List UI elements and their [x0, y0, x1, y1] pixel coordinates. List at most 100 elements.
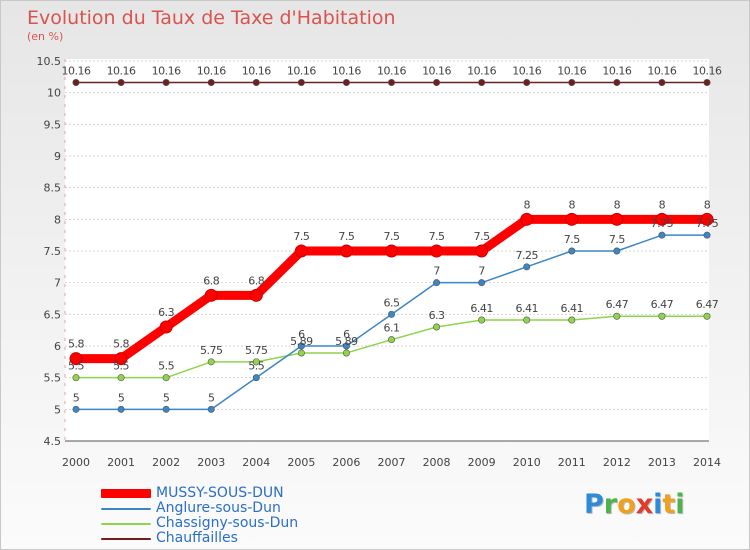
- legend-item-chassigny: Chassigny-sous-Dun: [101, 516, 298, 531]
- data-label: 6.1: [384, 322, 400, 335]
- data-point: [342, 349, 350, 357]
- data-point: [69, 352, 83, 366]
- data-point: [433, 279, 441, 287]
- data-label: 10.16: [197, 65, 226, 78]
- data-label: 8: [569, 198, 576, 211]
- x-tick-label: 2008: [423, 456, 451, 469]
- data-label: 7.5: [474, 230, 490, 243]
- data-label: 10.16: [602, 65, 631, 78]
- data-point: [613, 312, 621, 320]
- data-point: [162, 79, 170, 87]
- data-label: 5.8: [113, 338, 129, 351]
- data-label: 7: [478, 265, 485, 278]
- data-label: 8: [704, 198, 711, 211]
- data-point: [565, 212, 579, 226]
- data-point: [703, 312, 711, 320]
- data-point: [162, 405, 170, 413]
- y-tick-label: 7.5: [44, 245, 62, 258]
- data-label: 5.5: [248, 360, 264, 373]
- data-label: 6.5: [384, 296, 400, 309]
- data-point: [385, 244, 398, 258]
- x-tick-label: 2010: [513, 456, 541, 469]
- data-point: [342, 79, 350, 87]
- data-point: [655, 212, 669, 226]
- x-tick-label: 2003: [197, 456, 225, 469]
- data-label: 6.8: [248, 274, 264, 287]
- series-2: [72, 312, 711, 382]
- data-label: 10.16: [647, 65, 676, 78]
- data-point: [249, 288, 263, 302]
- data-label: 7.75: [696, 217, 719, 230]
- logo-letter: r: [603, 489, 618, 520]
- data-point: [162, 374, 170, 382]
- y-tick-label: 10.5: [37, 55, 62, 68]
- logo-letter: i: [653, 489, 663, 520]
- y-tick-label: 6.5: [44, 308, 62, 321]
- data-label: 10.16: [422, 65, 451, 78]
- legend-label-mussy: MUSSY-SOUS-DUN: [156, 485, 284, 501]
- data-point: [433, 323, 441, 331]
- legend-label-anglure: Anglure-sous-Dun: [156, 500, 281, 516]
- data-label: 10.16: [287, 65, 316, 78]
- x-tick-label: 2011: [558, 456, 586, 469]
- data-point: [613, 247, 621, 255]
- series-1: [72, 231, 711, 413]
- data-label: 10.16: [693, 65, 722, 78]
- data-label: 10.16: [152, 65, 181, 78]
- data-label: 7.5: [429, 230, 445, 243]
- data-label: 10.16: [377, 65, 406, 78]
- data-point: [117, 405, 125, 413]
- logo-letter: x: [635, 489, 654, 520]
- data-label: 10.16: [512, 65, 541, 78]
- data-label: 6.47: [651, 298, 674, 311]
- legend-item-mussy: MUSSY-SOUS-DUN: [101, 486, 298, 501]
- logo-letter: t: [662, 489, 676, 520]
- legend-swatch-mussy: [101, 489, 151, 498]
- data-label: 10.16: [107, 65, 136, 78]
- x-tick-label: 2007: [378, 456, 406, 469]
- x-tick-label: 2002: [152, 456, 180, 469]
- data-label: 6.41: [561, 302, 584, 315]
- data-point: [117, 79, 125, 87]
- data-label: 7: [433, 265, 440, 278]
- data-label: 7.75: [651, 217, 674, 230]
- data-point: [387, 310, 395, 318]
- data-point: [342, 342, 350, 350]
- data-point: [658, 79, 666, 87]
- data-point: [430, 244, 444, 258]
- data-point: [114, 352, 128, 366]
- data-point: [703, 231, 711, 239]
- data-point: [207, 405, 215, 413]
- legend-item-anglure: Anglure-sous-Dun: [101, 501, 298, 516]
- proxiti-logo: Proxiti: [584, 489, 685, 520]
- data-label: 5.75: [245, 344, 268, 357]
- data-label: 8: [614, 198, 621, 211]
- data-label: 6.3: [158, 306, 174, 319]
- y-tick-label: 9.5: [44, 118, 62, 131]
- y-tick-label: 5: [54, 403, 61, 416]
- data-label: 5: [208, 391, 215, 404]
- data-point: [568, 316, 576, 324]
- x-tick-label: 2009: [468, 456, 496, 469]
- data-point: [658, 312, 666, 320]
- data-label: 8: [523, 198, 530, 211]
- data-label: 5.75: [200, 344, 223, 357]
- legend-swatch-anglure: [101, 508, 151, 510]
- data-label: 5.5: [158, 360, 174, 373]
- x-tick-label: 2013: [648, 456, 676, 469]
- data-point: [297, 79, 305, 87]
- data-point: [294, 244, 308, 258]
- data-label: 5.5: [113, 360, 129, 373]
- x-tick-label: 2001: [107, 456, 135, 469]
- data-point: [520, 212, 534, 226]
- series-0: [69, 212, 714, 366]
- data-label: 10.16: [62, 65, 91, 78]
- legend-label-chauffailles: Chauffailles: [156, 530, 238, 546]
- x-tick-label: 2006: [332, 456, 360, 469]
- data-label: 8: [659, 198, 666, 211]
- data-label: 7.5: [338, 230, 354, 243]
- data-point: [478, 279, 486, 287]
- chart-subtitle: (en %): [27, 30, 64, 43]
- y-tick-label: 4.5: [44, 435, 62, 448]
